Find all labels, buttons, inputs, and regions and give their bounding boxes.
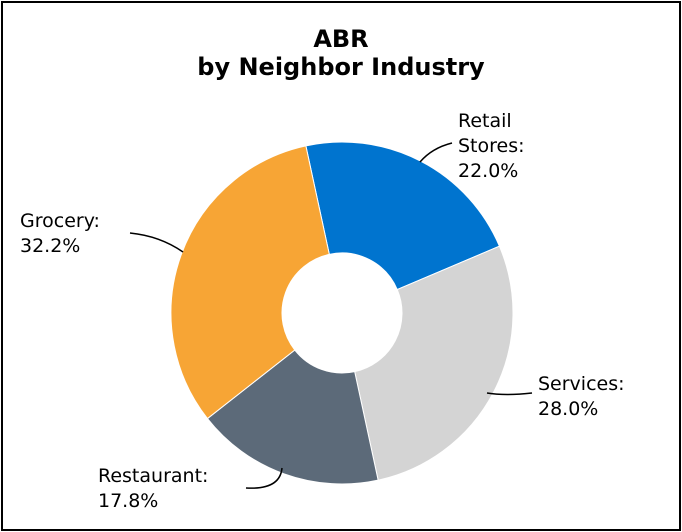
- data-label-grocery: Grocery: 32.2%: [20, 210, 100, 257]
- data-label-restaurant-line-1: Restaurant:: [98, 465, 208, 487]
- slice-retail-stores: [305, 141, 501, 291]
- leader-line-grocery: [129, 232, 184, 253]
- data-label-retail-line-1: Retail: [458, 110, 512, 132]
- data-label-grocery-line-1: Grocery:: [20, 210, 100, 232]
- slice-grocery: [170, 145, 330, 420]
- data-label-services-line-2: 28.0%: [538, 398, 598, 420]
- data-label-retail-line-3: 22.0%: [458, 160, 518, 182]
- data-label-services-line-1: Services:: [538, 373, 625, 395]
- slice-services: [354, 245, 514, 481]
- data-label-restaurant: Restaurant: 17.8%: [98, 465, 208, 512]
- data-label-retail: Retail Stores: 22.0%: [458, 110, 525, 182]
- slice-restaurant: [206, 349, 379, 485]
- chart-title-line-1: ABR: [313, 25, 368, 53]
- leader-line-restaurant: [245, 467, 283, 489]
- leader-line-services: [486, 392, 533, 396]
- data-label-restaurant-line-2: 17.8%: [98, 490, 158, 512]
- chart-title-line-2: by Neighbor Industry: [197, 53, 485, 81]
- leader-line-retail: [419, 142, 453, 163]
- data-label-grocery-line-2: 32.2%: [20, 235, 80, 257]
- data-label-retail-line-2: Stores:: [458, 135, 525, 157]
- data-label-services: Services: 28.0%: [538, 373, 625, 420]
